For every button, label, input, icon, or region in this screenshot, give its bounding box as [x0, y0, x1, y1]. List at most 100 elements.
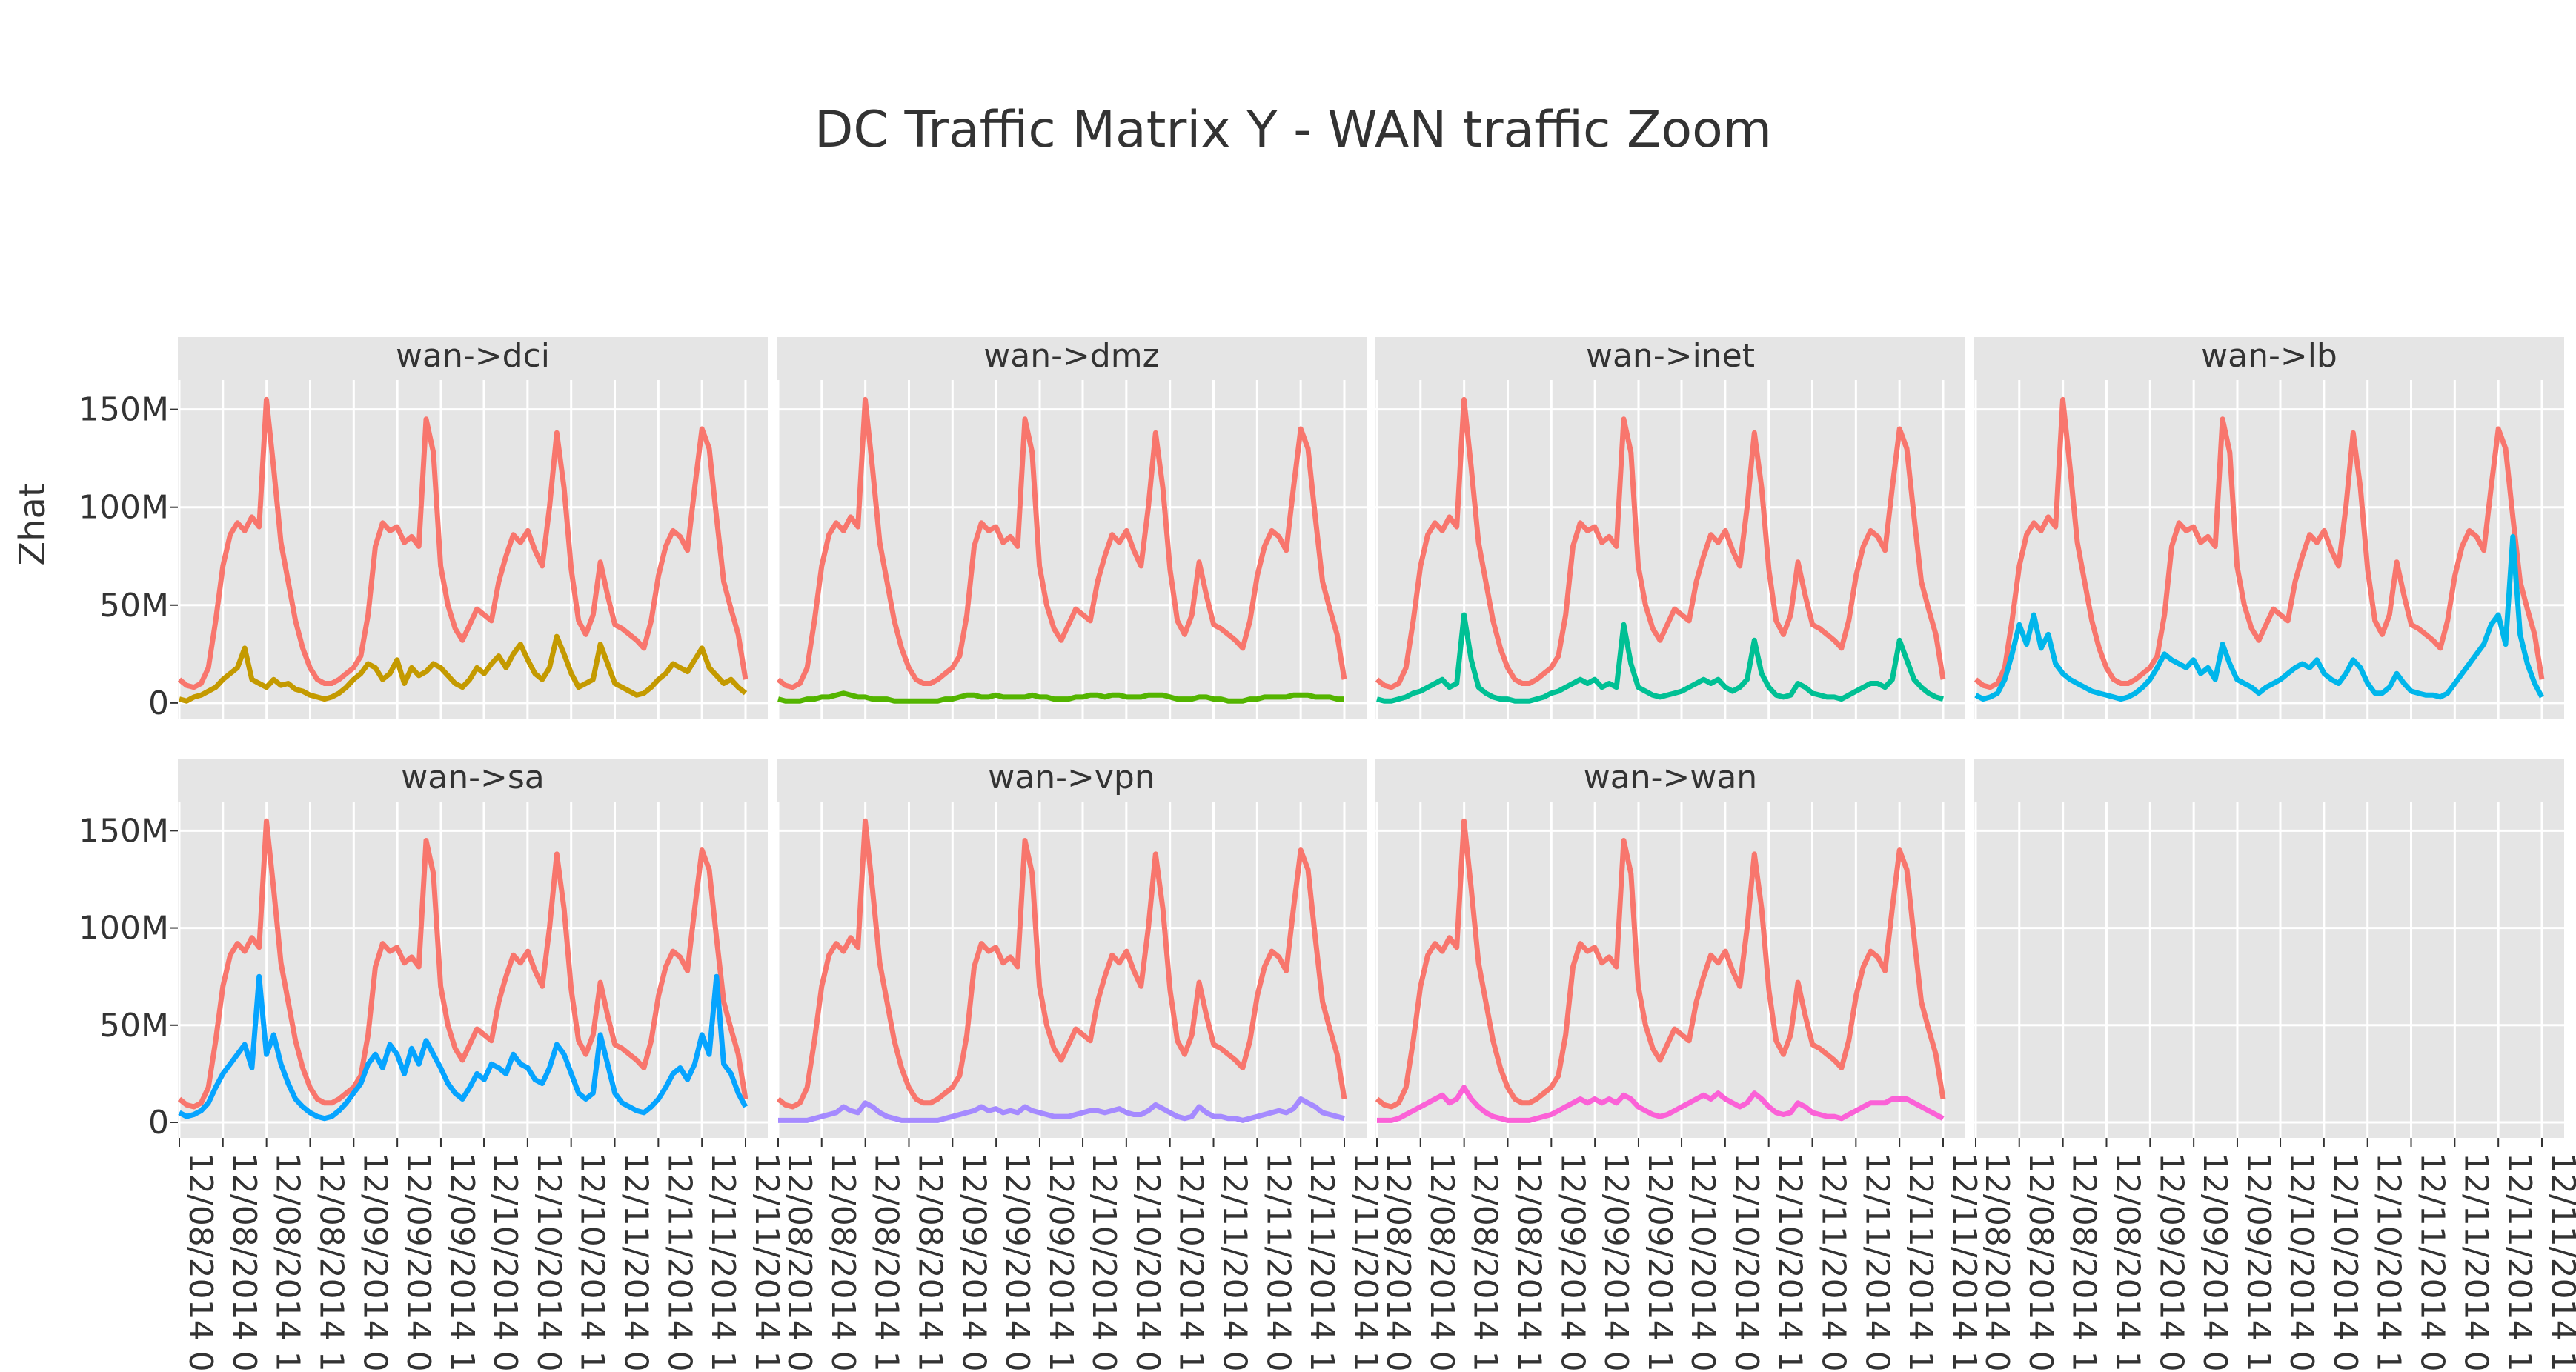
panel-wan-to-inet: wan->inet [1375, 337, 1965, 719]
x-tick-label: 12/08/2014 1 [1467, 1153, 1504, 1372]
wan-series-line [178, 818, 748, 1110]
x-tick-label: 12/08/2014 1 [1510, 1153, 1547, 1372]
x-tick-label: 12/10/2014 1 [1771, 1153, 1809, 1372]
panel-background [178, 759, 768, 1138]
y-tick-label: 0 [148, 1104, 169, 1142]
chart-title: DC Traffic Matrix Y - WAN traffic Zoom [814, 101, 1772, 159]
x-tick-label: 12/08/2014 1 [868, 1153, 906, 1372]
y-tick-label: 150M [79, 812, 169, 850]
panel-background [1974, 337, 2564, 719]
panel-strip-label: wan->dci [396, 337, 550, 375]
panel-series-line [1376, 612, 1944, 704]
panel-series-line [1377, 1085, 1945, 1123]
x-tick-label: 12/10/2014 1 [574, 1153, 611, 1372]
x-tick-label: 12/10/2014 0 [530, 1153, 568, 1372]
x-tick-label: 12/10/2014 0 [2283, 1153, 2320, 1372]
wan-series-line [777, 396, 1347, 690]
x-tick-label: 12/11/2014 0 [1858, 1153, 1896, 1372]
y-tick-label: 0 [148, 685, 169, 722]
panel-empty: 12/08/2014 0 12/08/2014 0 12/08/2014 1 12/0… [1974, 759, 2576, 1372]
panel-background [1375, 337, 1965, 719]
panel-background [178, 337, 768, 719]
x-tick-label: 12/11/2014 1 [748, 1153, 786, 1372]
x-tick-label: 12/11/2014 0 [2414, 1153, 2451, 1372]
x-tick-label: 12/08/2014 0 [824, 1153, 862, 1372]
y-axis-label: Zhat [12, 483, 53, 566]
x-tick-label: 12/08/2014 0 [182, 1153, 219, 1372]
x-tick-label: 12/10/2014 0 [1684, 1153, 1722, 1372]
x-tick-label: 12/09/2014 1 [1641, 1153, 1679, 1372]
x-tick-label: 12/08/2014 1 [312, 1153, 350, 1372]
x-tick-label: 12/09/2014 0 [399, 1153, 437, 1372]
panel-background [777, 759, 1367, 1138]
panel-wan-to-dci: wan->dci 0 50M 100M 150M [79, 337, 768, 722]
x-tick-label: 12/08/2014 0 [1379, 1153, 1417, 1372]
panel-series-line [179, 633, 748, 704]
panel-strip-label: wan->vpn [988, 759, 1155, 796]
panel-strip-label: wan->wan [1584, 759, 1757, 796]
x-tick-label: 12/09/2014 0 [998, 1153, 1036, 1372]
panel-strip-label: wan->lb [2201, 337, 2337, 375]
wan-series-line [777, 818, 1347, 1110]
x-tick-label: 12/10/2014 0 [1085, 1153, 1123, 1372]
x-tick-label: 12/11/2014 0 [2457, 1153, 2494, 1372]
panel-background [1375, 759, 1965, 1138]
panel-strip-label: wan->inet [1586, 337, 1755, 375]
x-tick-label: 12/08/2014 0 [225, 1153, 263, 1372]
x-tick-label: 12/08/2014 1 [911, 1153, 949, 1372]
x-tick-label: 12/09/2014 0 [955, 1153, 992, 1372]
panel-series-line [178, 973, 748, 1122]
x-tick-label: 12/11/2014 0 [1815, 1153, 1853, 1372]
x-tick-label: 12/08/2014 1 [2108, 1153, 2146, 1372]
x-tick-label: 12/08/2014 1 [2065, 1153, 2103, 1372]
y-tick-label: 100M [79, 489, 169, 527]
x-tick-label: 12/10/2014 1 [1172, 1153, 1210, 1372]
wan-series-line [1974, 396, 2545, 690]
x-tick-label: 12/11/2014 1 [1347, 1153, 1384, 1372]
x-tick-label: 12/09/2014 0 [2196, 1153, 2234, 1372]
x-tick-label: 12/10/2014 0 [2326, 1153, 2364, 1372]
panel-strip-label: wan->sa [401, 759, 544, 796]
y-tick-label: 100M [79, 910, 169, 948]
panel-strip-label: wan->dmz [983, 337, 1159, 375]
panel-series-line [778, 1096, 1345, 1123]
x-tick-label: 12/11/2014 1 [704, 1153, 742, 1372]
x-tick-label: 12/08/2014 1 [269, 1153, 307, 1372]
x-tick-label: 12/10/2014 1 [2370, 1153, 2408, 1372]
x-tick-label: 12/11/2014 1 [2544, 1153, 2576, 1372]
x-tick-label: 12/09/2014 1 [2240, 1153, 2277, 1372]
y-tick-label: 150M [79, 391, 169, 429]
x-tick-label: 12/11/2014 0 [1259, 1153, 1297, 1372]
panel-wan-to-dmz: wan->dmz [777, 337, 1367, 719]
wan-series-line [1375, 818, 1946, 1110]
panel-wan-to-lb: wan->lb [1974, 337, 2564, 719]
y-tick-label: 50M [99, 1007, 169, 1045]
x-tick-label: 12/11/2014 0 [617, 1153, 655, 1372]
x-tick-label: 12/09/2014 0 [356, 1153, 394, 1372]
x-tick-label: 12/08/2014 0 [2022, 1153, 2059, 1372]
x-tick-label: 12/08/2014 0 [1423, 1153, 1461, 1372]
x-tick-label: 12/09/2014 0 [1553, 1153, 1591, 1372]
x-tick-label: 12/09/2014 1 [1042, 1153, 1080, 1372]
panels-layer: wan->dci 0 50M 100M 150M wan->dmz wan->inet wan… [79, 337, 2576, 1372]
panel-background [777, 337, 1367, 719]
x-tick-label: 12/11/2014 0 [660, 1153, 698, 1372]
x-tick-label: 12/10/2014 0 [486, 1153, 524, 1372]
x-tick-label: 12/11/2014 0 [1216, 1153, 1254, 1372]
wan-series-line [1375, 396, 1946, 690]
panel-series-line [777, 690, 1344, 704]
x-tick-label: 12/09/2014 0 [1597, 1153, 1635, 1372]
panel-series-line [1974, 533, 2545, 702]
x-tick-label: 12/11/2014 1 [2500, 1153, 2538, 1372]
x-tick-label: 12/11/2014 1 [1902, 1153, 1939, 1372]
wan-series-line [178, 396, 748, 690]
x-tick-label: 12/11/2014 1 [1945, 1153, 1983, 1372]
x-tick-label: 12/08/2014 0 [780, 1153, 818, 1372]
x-tick-label: 12/10/2014 0 [1129, 1153, 1166, 1372]
panel-background [1974, 759, 2564, 1138]
x-tick-label: 12/10/2014 0 [1727, 1153, 1765, 1372]
y-tick-label: 50M [99, 587, 169, 625]
